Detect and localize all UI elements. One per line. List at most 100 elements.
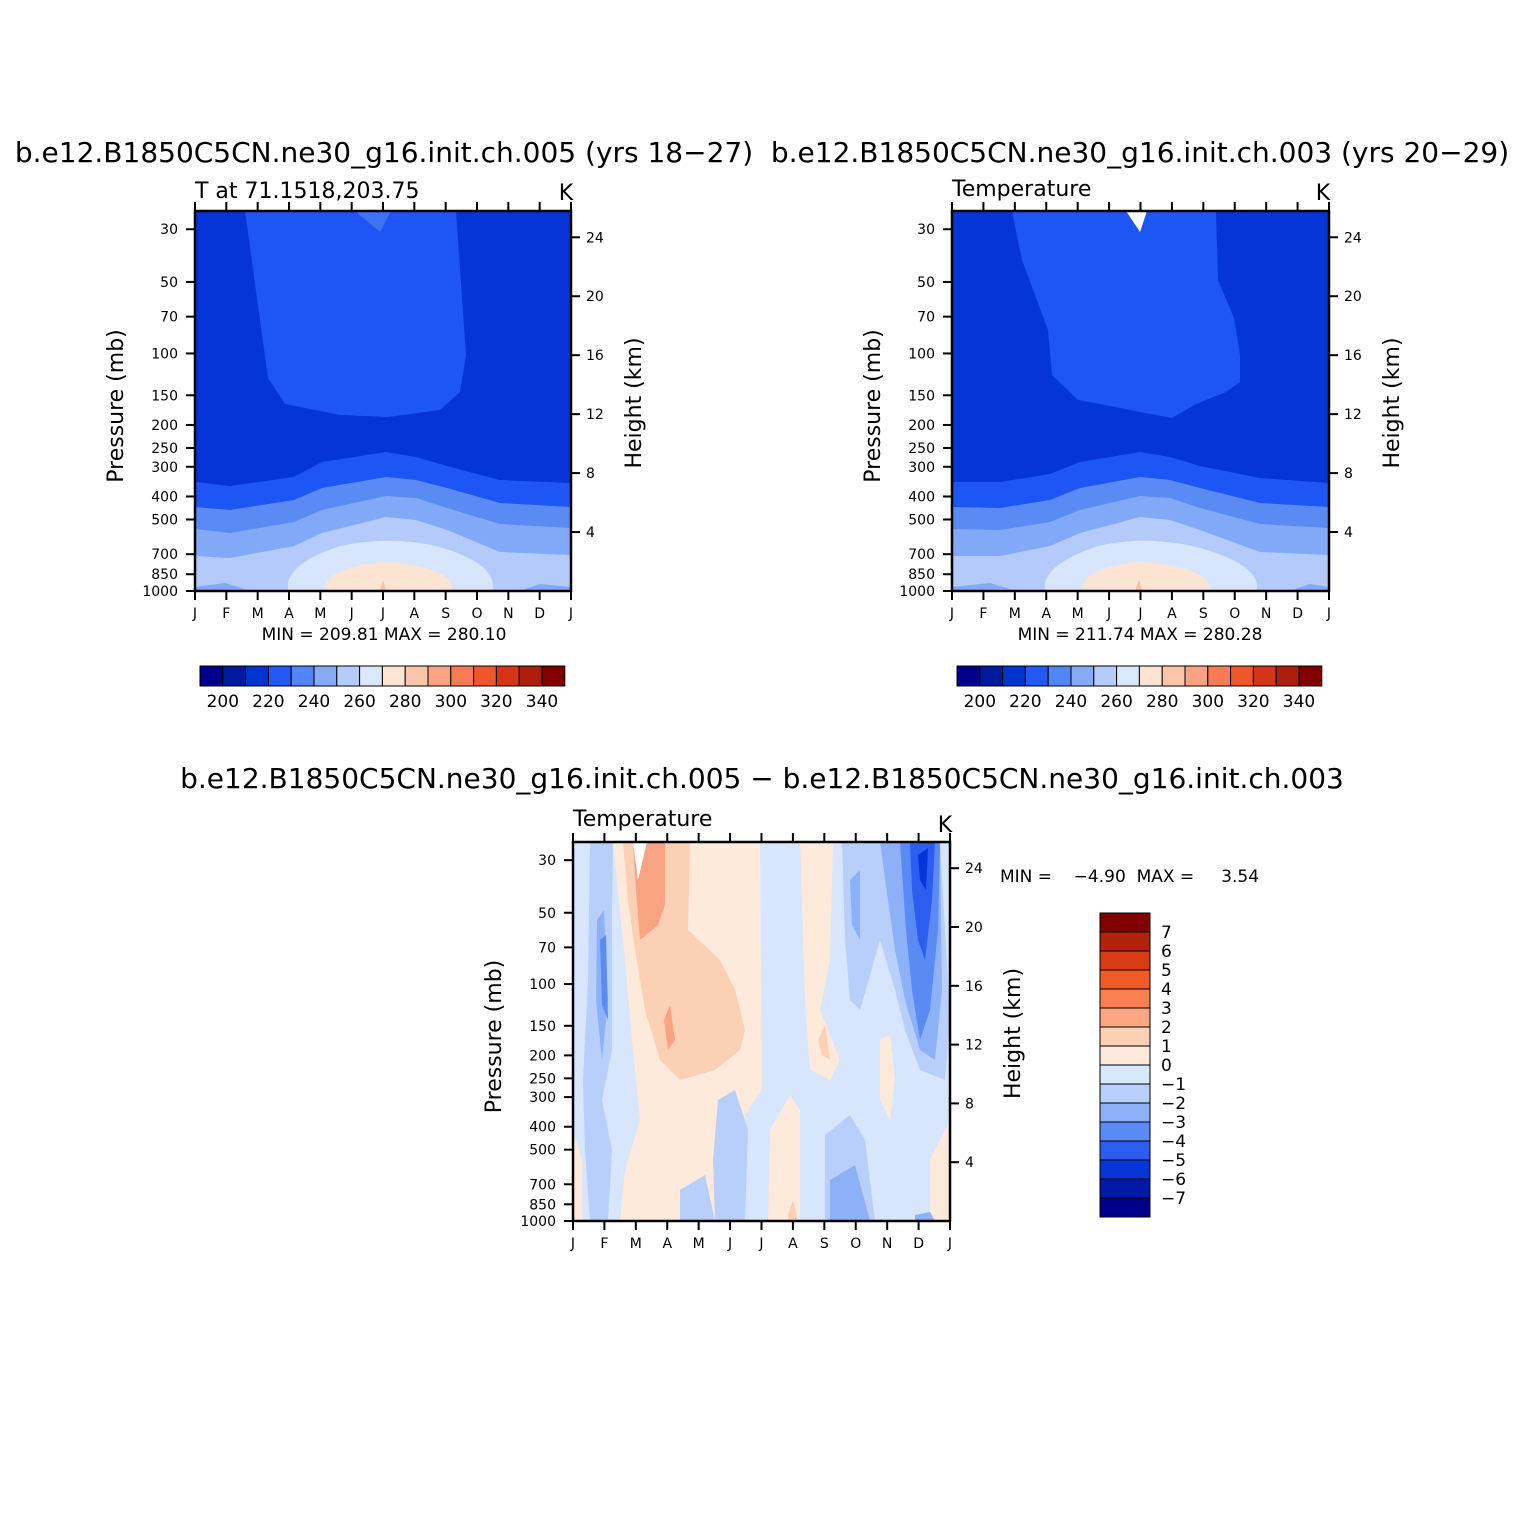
- colorbar-swatch: [1099, 1197, 1151, 1218]
- colorbar-swatch: [427, 665, 452, 687]
- colorbar-label: −7: [1161, 1189, 1186, 1209]
- x-tick-label: N: [1261, 606, 1271, 622]
- y-tick-label: 700: [151, 547, 178, 563]
- colorbar-swatch: [1275, 665, 1300, 687]
- colorbar-swatch: [1099, 1121, 1151, 1142]
- colorbar-swatch: [267, 665, 292, 687]
- colorbar-label: 7: [1161, 923, 1172, 943]
- y-tick-label: 30: [538, 853, 556, 869]
- x-tick-label: N: [882, 1236, 892, 1252]
- x-tick-label: N: [503, 606, 513, 622]
- y-tick-label: 50: [160, 275, 178, 291]
- x-tick-label: J: [380, 606, 385, 622]
- y-tick-label: 200: [529, 1048, 556, 1064]
- colorbar-swatch: [313, 665, 338, 687]
- y-tick-label: 400: [151, 489, 178, 505]
- x-tick-label: J: [349, 606, 354, 622]
- colorbar-label: −2: [1161, 1094, 1186, 1114]
- y-tick-label: 300: [529, 1090, 556, 1106]
- x-tick-label: M: [693, 1236, 705, 1252]
- panel-b-title: b.e12.B1850C5CN.ne30_g16.init.ch.003 (yr…: [771, 136, 1509, 169]
- colorbar-label: 320: [1237, 692, 1269, 712]
- x-tick-label: J: [727, 1236, 732, 1252]
- y-tick-label: 500: [908, 512, 935, 528]
- x-tick-label: J: [1137, 606, 1142, 622]
- colorbar-label: 300: [1192, 692, 1224, 712]
- y-tick-label: 250: [908, 441, 935, 457]
- y2-tick-label: 24: [586, 230, 604, 246]
- colorbar-label: 2: [1161, 1018, 1172, 1038]
- y-tick-label: 500: [151, 512, 178, 528]
- y2-tick-label: 20: [586, 289, 604, 305]
- y-tick-label: 100: [908, 346, 935, 362]
- colorbar-label: −4: [1161, 1132, 1186, 1152]
- x-tick-label: J: [758, 1236, 763, 1252]
- y-axis-title: Pressure (mb): [861, 329, 886, 483]
- colorbar-label: 0: [1161, 1056, 1172, 1076]
- y-tick-label: 850: [908, 567, 935, 583]
- x-tick-label: F: [222, 606, 230, 622]
- colorbar-swatch: [541, 665, 566, 687]
- y2-axis-title: Height (km): [1380, 337, 1405, 468]
- colorbar-swatch: [450, 665, 475, 687]
- x-tick-label: D: [913, 1236, 924, 1252]
- colorbar-swatch: [290, 665, 315, 687]
- y2-tick-label: 24: [965, 861, 983, 877]
- colorbar-swatch: [1099, 969, 1151, 990]
- colorbar-swatch: [199, 665, 224, 687]
- x-tick-label: M: [314, 606, 326, 622]
- panel-a-units: K: [559, 181, 574, 206]
- x-tick-label: J: [1326, 606, 1331, 622]
- colorbar-label: −5: [1161, 1151, 1186, 1171]
- y-tick-label: 250: [529, 1071, 556, 1087]
- colorbar-swatch: [1024, 665, 1049, 687]
- y2-tick-label: 8: [965, 1096, 974, 1112]
- colorbar-swatch: [1207, 665, 1232, 687]
- colorbar-label: −3: [1161, 1113, 1186, 1133]
- panel-a-left-label: T at 71.1518,203.75: [194, 179, 419, 204]
- x-tick-label: M: [252, 606, 264, 622]
- panel-c-left-label: Temperature: [572, 807, 712, 832]
- y-tick-label: 150: [151, 388, 178, 404]
- x-tick-label: M: [1072, 606, 1084, 622]
- y2-tick-label: 16: [1344, 348, 1362, 364]
- colorbar-label: 4: [1161, 980, 1172, 1000]
- colorbar-swatch: [1099, 1007, 1151, 1028]
- x-tick-label: O: [471, 606, 482, 622]
- colorbar-swatch: [1230, 665, 1254, 687]
- x-tick-label: J: [949, 606, 954, 622]
- y-tick-label: 100: [151, 346, 178, 362]
- colorbar-swatch: [1099, 1083, 1151, 1104]
- x-tick-label: D: [1292, 606, 1303, 622]
- x-tick-label: A: [662, 1236, 672, 1252]
- y-tick-label: 1000: [142, 584, 178, 600]
- colorbar-swatch: [404, 665, 429, 687]
- colorbar-swatch: [222, 665, 247, 687]
- panel-b-axes: J F M A M J J A S O N D J 30 50 70 100 150 200 250 300 400 500…: [861, 202, 1405, 622]
- colorbar-swatch: [1099, 1102, 1151, 1123]
- y-tick-label: 70: [160, 310, 178, 326]
- y-tick-label: 50: [538, 906, 556, 922]
- y-tick-label: 700: [908, 547, 935, 563]
- y2-tick-label: 20: [965, 920, 983, 936]
- colorbar-label: 260: [343, 692, 375, 712]
- y2-tick-label: 12: [586, 407, 604, 423]
- colorbar-swatch: [1002, 665, 1026, 687]
- colorbar-swatch: [1099, 1140, 1151, 1161]
- y-tick-label: 500: [529, 1143, 556, 1159]
- colorbar-swatch: [359, 665, 383, 687]
- panel-b-min-max: MIN = 211.74 MAX = 280.28: [1018, 625, 1263, 645]
- colorbar-label: 200: [964, 692, 996, 712]
- x-tick-label: A: [410, 606, 420, 622]
- x-tick-label: S: [1199, 606, 1208, 622]
- colorbar-label: 240: [1055, 692, 1087, 712]
- y2-tick-label: 8: [1344, 466, 1353, 482]
- colorbar-swatch: [473, 665, 497, 687]
- panel-c-min-max: MIN = −4.90 MAX = 3.54: [1000, 867, 1259, 887]
- colorbar-swatch: [1298, 665, 1323, 687]
- y2-tick-label: 12: [1344, 407, 1362, 423]
- y-tick-label: 200: [908, 418, 935, 434]
- y-tick-label: 300: [151, 460, 178, 476]
